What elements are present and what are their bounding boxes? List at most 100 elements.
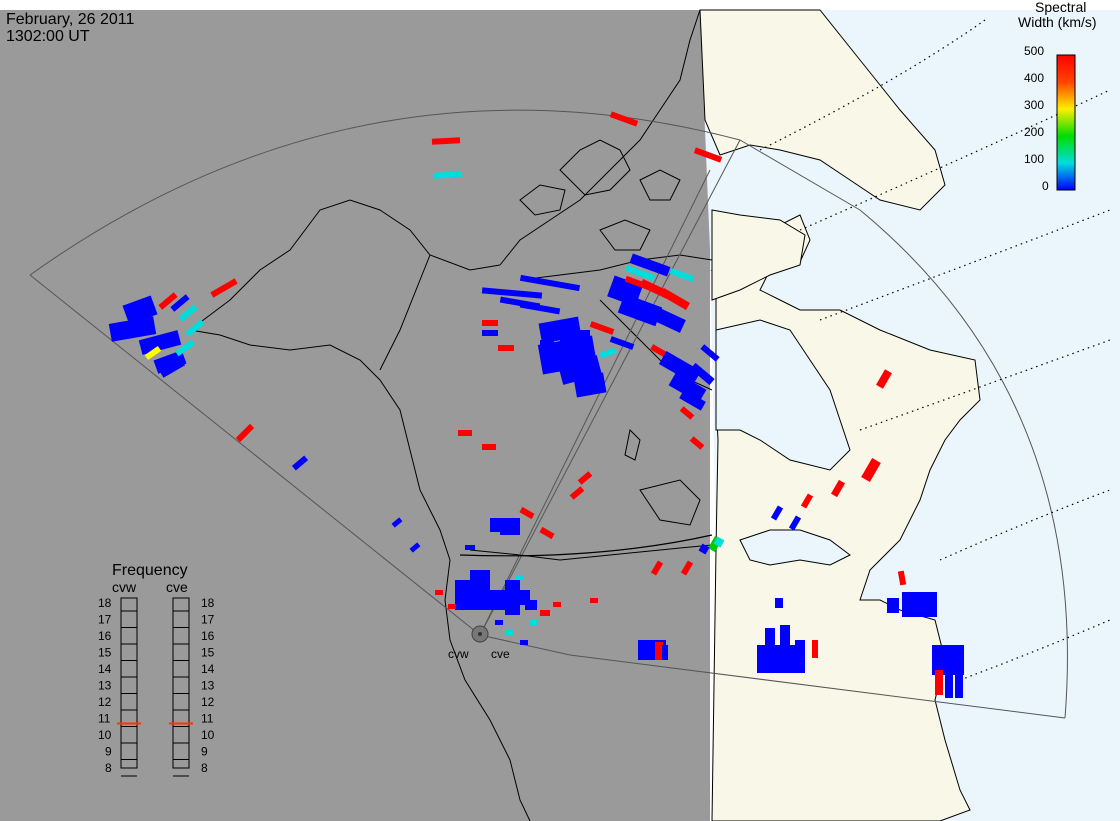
echo-cell [482, 330, 498, 336]
echo-cell [391, 517, 403, 528]
echo-cell [519, 274, 581, 292]
frequency-tick-label: 18 [201, 596, 215, 610]
echo-cell [660, 288, 690, 310]
echo-cell [482, 444, 496, 450]
echo-cell [775, 598, 783, 608]
frequency-title: Frequency [112, 562, 188, 579]
latitude-line-night [459, 534, 713, 557]
echo-cell [800, 493, 814, 509]
echo-cell [693, 147, 723, 163]
echo-cell [435, 590, 443, 595]
echo-cell [540, 340, 554, 354]
echo-cell [433, 171, 463, 179]
colorbar-tick: 100 [1024, 152, 1044, 166]
echo-cell [500, 525, 520, 535]
colorbar: Spectral Width (km/s) 500 400 300 200 10… [1018, 0, 1097, 193]
echo-cell [210, 278, 238, 298]
frequency-tick-label: 15 [98, 646, 112, 660]
echo-cell [505, 580, 520, 615]
echo-cell [520, 640, 528, 645]
echo-cell [780, 625, 790, 650]
frequency-tick-label: 17 [98, 613, 112, 627]
radar-field-of-view [29, 109, 1068, 719]
echo-cell [505, 630, 513, 635]
frequency-bar-cvw [120, 597, 138, 769]
echo-cell [153, 350, 187, 374]
frequency-bar-cve [172, 597, 190, 769]
echo-cell [945, 670, 953, 698]
echo-cell [138, 330, 182, 355]
header-band [0, 0, 1120, 10]
echo-cell [690, 362, 715, 386]
echo-cell [170, 294, 190, 312]
echo-cell [897, 570, 907, 586]
frequency-tick-label: 8 [105, 761, 112, 775]
echo-cell [470, 570, 490, 610]
echo-cell [482, 320, 498, 326]
echo-cell [955, 670, 963, 698]
echo-cell [830, 479, 846, 498]
colorbar-tick: 300 [1024, 98, 1044, 112]
echo-cell [498, 345, 514, 351]
colorbar-tick: 500 [1024, 44, 1044, 58]
echo-cell [861, 457, 881, 483]
echo-data-layer [108, 111, 964, 698]
colorbar-tick: 400 [1024, 71, 1044, 85]
frequency-panel: Frequency cvw cve 18 18 17 17 16 16 15 15 14 14 13… [98, 562, 215, 777]
echo-cell [655, 642, 663, 660]
great-lakes [739, 529, 851, 566]
echo-cell [935, 670, 943, 695]
frequency-tick-label: 10 [98, 728, 112, 742]
echo-cell [590, 598, 598, 603]
echo-cell [765, 628, 775, 648]
frequency-tick-label: 13 [98, 679, 112, 693]
echo-cell [887, 598, 899, 613]
echo-cell [530, 620, 538, 626]
echo-cell [662, 645, 668, 660]
frequency-tick-label: 15 [201, 646, 215, 660]
frequency-tick-label: 16 [201, 629, 215, 643]
frequency-tick-label: 12 [201, 695, 215, 709]
night-region [0, 0, 710, 821]
echo-cell [577, 471, 593, 485]
frequency-radar-label-cve: cve [166, 579, 188, 595]
colorbar-gradient [1056, 54, 1076, 191]
echo-cell [713, 536, 725, 548]
frequency-tick-label: 11 [201, 712, 214, 726]
radar-site-label-cve: cve [491, 647, 510, 661]
echo-cell [668, 372, 707, 403]
frequency-tick-label: 8 [201, 761, 208, 775]
echo-cell [639, 301, 686, 333]
frequency-tick-label: 16 [98, 629, 112, 643]
echo-cell [679, 406, 695, 420]
echo-cell [658, 351, 702, 384]
radar-site-label-cvw: cvw [448, 647, 469, 661]
frequency-radar-label-cvw: cvw [112, 579, 137, 595]
frequency-tick-label: 14 [201, 662, 215, 676]
frequency-tick-label: 9 [201, 745, 208, 759]
echo-cell [624, 265, 656, 281]
echo-cell [689, 436, 705, 450]
echo-cell [573, 372, 607, 398]
radar-site-center [478, 632, 482, 636]
landmass-greenland-day [699, 9, 946, 211]
echo-cell [519, 506, 535, 520]
echo-cell [698, 543, 710, 555]
echo-cell [458, 430, 472, 436]
echo-cell [495, 620, 503, 625]
echo-cell [448, 604, 456, 609]
echo-cell [525, 600, 537, 610]
echo-cell [158, 292, 178, 310]
echo-cell [680, 560, 694, 576]
frequency-tick-label: 13 [201, 679, 215, 693]
frequency-tick-label: 18 [98, 596, 112, 610]
echo-cell [291, 455, 309, 471]
echo-cell [679, 389, 706, 411]
echo-cell [540, 610, 550, 616]
date-label: February, 26 2011 [6, 11, 134, 28]
echo-cell [569, 486, 585, 500]
echo-cell [609, 336, 635, 350]
frequency-tick-label: 12 [98, 695, 112, 709]
echo-cell [795, 640, 805, 660]
